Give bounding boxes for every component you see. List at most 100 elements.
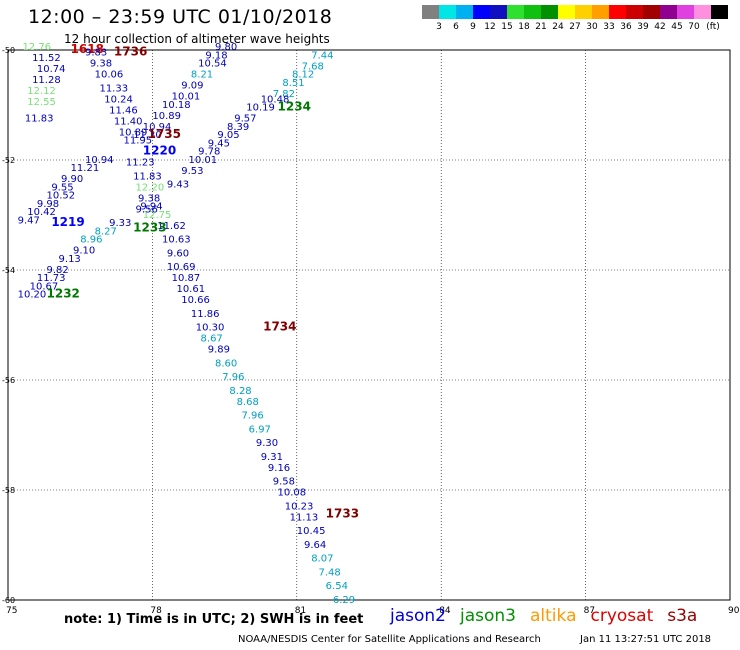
color-scale-label: 18: [518, 22, 530, 32]
wave-height-value: 6.29: [333, 595, 355, 606]
color-scale-label: 27: [569, 22, 581, 32]
color-scale-label: 3: [436, 22, 442, 32]
lat-tick-label: -60: [2, 596, 15, 605]
wave-height-value: 9.82: [47, 265, 69, 276]
wave-height-value: 11.83: [25, 114, 54, 125]
color-swatch: [524, 5, 541, 19]
wave-height-value: 11.23: [126, 158, 155, 169]
color-scale-label: 9: [470, 22, 476, 32]
wave-height-value: 6.97: [249, 424, 271, 435]
lat-tick-label: -52: [2, 156, 15, 165]
wave-height-value: 11.62: [157, 221, 186, 232]
wave-height-value: 9.18: [205, 50, 227, 61]
lon-tick-label: 75: [6, 606, 17, 616]
color-swatch: [541, 5, 558, 19]
color-scale-label: 21: [535, 22, 547, 32]
wave-height-value: 9.13: [59, 254, 81, 265]
wave-height-value: 10.61: [176, 284, 205, 295]
pass-time-label: 1735: [148, 127, 181, 141]
color-scale-label: 30: [586, 22, 598, 32]
wave-height-value: 9.90: [61, 174, 83, 185]
wave-height-value: 8.96: [80, 235, 102, 246]
map-frame: [7, 49, 731, 601]
wave-height-value: 11.83: [133, 171, 162, 182]
wave-height-value: 10.89: [152, 111, 181, 122]
color-swatch: [575, 5, 592, 19]
wave-height-value: 8.60: [215, 358, 237, 369]
lon-tick-label: 84: [439, 606, 451, 616]
wave-height-value: 10.94: [143, 122, 172, 133]
wave-height-value: 10.06: [95, 70, 124, 81]
color-swatch: [473, 5, 490, 19]
wave-height-value: 9.05: [217, 130, 239, 141]
color-swatch: [439, 5, 456, 19]
wave-height-value: 8.07: [311, 554, 333, 565]
wave-height-value: 11.73: [37, 273, 66, 284]
color-swatch: [422, 5, 439, 19]
wave-height-value: 10.66: [181, 295, 210, 306]
wave-height-value: 9.38: [90, 59, 112, 70]
lon-tick-label: 87: [584, 606, 595, 616]
color-scale-label: 6: [453, 22, 459, 32]
wave-height-value: 11.40: [114, 116, 143, 127]
wave-height-value: 10.24: [104, 94, 133, 105]
pass-time-label: 1733: [326, 507, 359, 521]
wave-height-value: 10.30: [196, 323, 225, 334]
wave-height-value: 11.86: [191, 309, 220, 320]
pass-time-label: 1233: [133, 221, 166, 235]
wave-height-value: 9.09: [181, 81, 203, 92]
lat-tick-label: -50: [2, 46, 15, 55]
lon-tick-label: 90: [728, 606, 740, 616]
wave-height-value: 11.46: [109, 105, 138, 116]
wave-height-value: 7.48: [318, 567, 340, 578]
map-subtitle: 12 hour collection of altimeter wave hei…: [64, 32, 330, 46]
wave-height-value: 7.96: [241, 411, 263, 422]
wave-height-value: 7.44: [311, 50, 333, 61]
wave-height-value: 8.51: [282, 78, 304, 89]
wave-height-value: 7.96: [222, 372, 244, 383]
wave-height-value: 9.89: [208, 345, 230, 356]
wave-height-value: 9.56: [136, 204, 158, 215]
color-scale-label: 45: [671, 22, 683, 32]
color-swatch: [490, 5, 507, 19]
wave-height-value: 10.89: [119, 127, 148, 138]
wave-height-value: 12.12: [27, 86, 56, 97]
satellite-legend: jason2 jason3 altika cryosat s3a: [390, 606, 711, 626]
wave-height-value: 10.19: [246, 103, 275, 114]
footer-note: note: 1) Time is in UTC; 2) SWH is in fe…: [64, 612, 364, 627]
wave-height-value: 8.68: [237, 397, 259, 408]
color-swatch: [660, 5, 677, 19]
wave-height-value: 9.58: [273, 477, 295, 488]
legend-entry-s3a: s3a: [667, 606, 698, 626]
wave-height-value: 11.52: [32, 53, 61, 64]
wave-height-value: 9.45: [208, 138, 230, 149]
wave-height-value: 11.13: [290, 512, 319, 523]
color-swatch: [677, 5, 694, 19]
wave-height-value: 10.08: [278, 488, 307, 499]
wave-height-value: 10.67: [30, 281, 59, 292]
wave-height-value: 10.87: [172, 273, 201, 284]
wave-height-value: 8.39: [227, 122, 249, 133]
wave-height-value: 12.20: [136, 182, 165, 193]
wave-height-value: 11.21: [71, 163, 100, 174]
credit-line: NOAA/NESDIS Center for Satellite Applica…: [238, 634, 541, 645]
wave-height-value: 9.80: [215, 42, 237, 53]
color-scale-label: (ft): [706, 22, 720, 32]
wave-height-value: 9.98: [37, 199, 59, 210]
legend-entry-altika: altika: [530, 606, 577, 626]
color-scale-label: 36: [620, 22, 632, 32]
color-scale-label: 42: [654, 22, 666, 32]
wave-height-value: 10.52: [47, 191, 76, 202]
wave-height-value: 10.63: [162, 235, 191, 246]
wave-height-value: 10.94: [85, 155, 114, 166]
color-scale-label: 24: [552, 22, 564, 32]
wave-height-value: 12.76: [22, 42, 51, 53]
wave-height-value: 10.45: [297, 526, 326, 537]
wave-height-value: 8.28: [229, 386, 251, 397]
pass-time-label: 1220: [143, 144, 176, 158]
wave-height-value: 11.33: [99, 83, 128, 94]
wave-height-value: 11.30: [133, 130, 162, 141]
color-swatch: [694, 5, 711, 19]
wave-height-value: 9.31: [261, 452, 283, 463]
wave-height-value: 10.74: [37, 64, 66, 75]
